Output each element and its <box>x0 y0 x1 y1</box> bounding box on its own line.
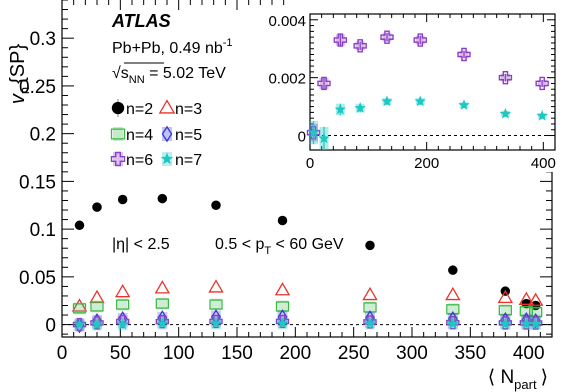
x-tick-label: 350 <box>454 343 486 364</box>
legend-entry-n=3: n=3 <box>160 101 202 118</box>
energy-label: √sNN = 5.02 TeV <box>112 65 226 86</box>
x-tick-label: 50 <box>110 343 131 364</box>
y-tick-label: 0.3 <box>30 29 56 50</box>
y-axis-label-suffix: {SP} <box>7 44 29 84</box>
inset-y-tick-label: 0.004 <box>268 13 306 30</box>
y-tick-label: 0.05 <box>19 268 56 289</box>
x-tick-label: 200 <box>279 343 311 364</box>
energy-label-sub: NN <box>129 74 145 86</box>
point-n=2 <box>92 202 102 212</box>
inset-plot: 0 200 400 0 0.002 0.004 <box>268 0 560 172</box>
x-axis-label-sub: part <box>514 377 537 392</box>
y-axis-label: vn {SP} <box>7 44 32 105</box>
x-tick-label: 300 <box>396 343 428 364</box>
y-axis-label-sub: n <box>17 87 32 94</box>
inset-x-tick-label: 400 <box>531 155 556 172</box>
y-tick-label: 0.1 <box>30 220 56 241</box>
system-label: Pb+Pb, 0.49 nb-1 <box>112 37 233 57</box>
pt-cut-post: < 60 GeV <box>271 236 344 253</box>
x-tick-label: 250 <box>338 343 370 364</box>
series-n=6 <box>74 315 542 330</box>
series-n=3 <box>73 281 542 311</box>
point-n=3 <box>116 285 129 296</box>
point-n=3 <box>446 288 459 299</box>
y-tick-label: 0 <box>45 316 56 337</box>
point-n=2 <box>211 201 221 211</box>
legend-marker <box>112 102 124 114</box>
inset-x-tick-label: 0 <box>306 155 314 172</box>
x-axis-label-main: ⟨ N <box>488 367 514 388</box>
point-n=2 <box>158 194 168 204</box>
legend-label: n=7 <box>175 152 202 169</box>
point-n=3 <box>276 283 289 294</box>
inset-y-tick-label: 0 <box>298 129 306 146</box>
legend-label: n=2 <box>126 101 153 118</box>
x-tick-label: 400 <box>513 343 545 364</box>
x-tick-label: 100 <box>163 343 195 364</box>
y-tick-label: 0.2 <box>30 125 56 146</box>
legend-label: n=6 <box>126 152 153 169</box>
point-n=2 <box>365 241 375 251</box>
x-tick-label: 0 <box>57 343 68 364</box>
legend-entry-n=4: n=4 <box>112 127 154 144</box>
pt-cut-pre: 0.5 < p <box>215 236 264 253</box>
legend-label: n=5 <box>175 127 202 144</box>
energy-label-value: = 5.02 TeV <box>145 65 226 82</box>
point-n=3 <box>363 288 376 299</box>
series-n=4 <box>74 298 542 319</box>
legend-entry-n=2: n=2 <box>112 99 153 118</box>
legend-entry-n=7: n=7 <box>161 152 202 169</box>
inset-x-tick-label: 200 <box>414 155 439 172</box>
energy-label-main: √s <box>112 65 129 82</box>
point-n=2 <box>118 195 128 205</box>
point-n=3 <box>156 281 169 292</box>
legend-marker <box>160 101 174 113</box>
point-n=3 <box>209 281 222 292</box>
atlas-label: ATLAS <box>111 11 171 31</box>
legend-entry-n=6: n=6 <box>112 152 154 169</box>
legend-label: n=4 <box>126 127 153 144</box>
point-n=2 <box>75 221 85 231</box>
inset-y-tick-label: 0.002 <box>268 71 306 88</box>
pt-cut-label: 0.5 < pT < 60 GeV <box>215 236 344 257</box>
system-label-main: Pb+Pb, 0.49 nb <box>112 40 223 57</box>
point-n=2 <box>448 265 458 275</box>
point-n=2 <box>278 216 288 226</box>
legend-syst-box <box>162 127 172 141</box>
legend-syst-box <box>113 152 123 166</box>
eta-cut-label: |η| < 2.5 <box>112 236 170 253</box>
series-n=7 <box>74 317 542 330</box>
inset-frame <box>310 14 555 150</box>
system-label-sup: -1 <box>223 37 233 49</box>
x-axis-label-close: ⟩ <box>541 367 548 388</box>
legend-entry-n=5: n=5 <box>162 127 202 144</box>
x-tick-label: 150 <box>221 343 253 364</box>
legend-label: n=3 <box>175 101 202 118</box>
y-tick-label: 0.15 <box>19 172 56 193</box>
x-axis-label: ⟨ Npart ⟩ <box>488 367 548 392</box>
